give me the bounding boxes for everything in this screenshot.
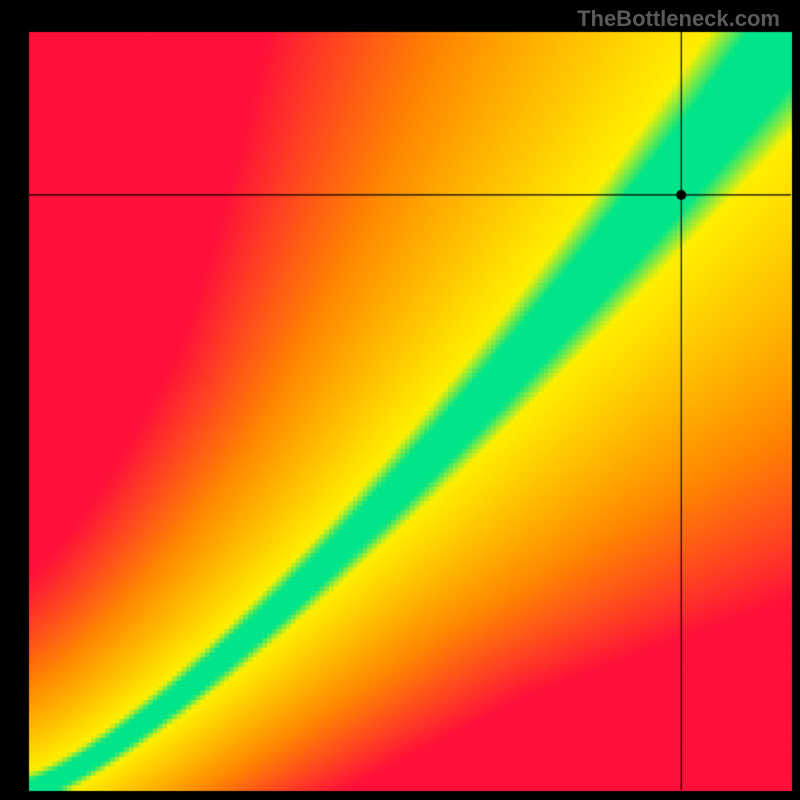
bottleneck-heatmap-canvas xyxy=(0,0,800,800)
chart-container: TheBottleneck.com xyxy=(0,0,800,800)
watermark-text: TheBottleneck.com xyxy=(577,6,780,32)
